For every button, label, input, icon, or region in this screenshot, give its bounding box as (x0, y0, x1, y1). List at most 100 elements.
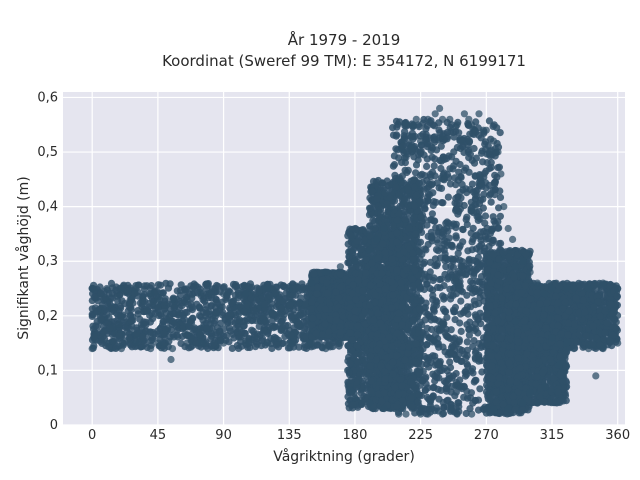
scatter-point (161, 295, 169, 303)
scatter-point (348, 336, 356, 344)
scatter-point (97, 315, 105, 323)
scatter-point (336, 271, 344, 279)
scatter-point (371, 291, 379, 299)
scatter-point (140, 285, 148, 293)
scatter-point (251, 312, 259, 321)
scatter-point (338, 307, 346, 316)
scatter-point (277, 304, 286, 313)
scatter-point (202, 301, 211, 309)
scatter-point (88, 312, 96, 320)
scatter-point (250, 307, 258, 315)
scatter-point (373, 330, 381, 339)
scatter-point (321, 320, 329, 328)
scatter-point (366, 362, 374, 370)
scatter-point (344, 240, 352, 248)
scatter-point (350, 314, 358, 322)
scatter-point (409, 176, 417, 185)
scatter-point (377, 319, 385, 327)
scatter-point (170, 304, 178, 312)
scatter-point (313, 290, 321, 298)
scatter-point (351, 269, 360, 278)
scatter-point (381, 375, 389, 383)
scatter-point (374, 176, 382, 185)
scatter-point (100, 327, 108, 336)
scatter-point (215, 328, 223, 336)
scatter-point (93, 323, 101, 331)
scatter-point (362, 269, 370, 277)
scatter-point (181, 330, 189, 338)
scatter-points (88, 104, 622, 418)
scatter-point (279, 315, 287, 323)
scatter-point (353, 341, 361, 349)
scatter-point (238, 328, 246, 336)
scatter-point (374, 309, 382, 317)
scatter-point (166, 280, 174, 288)
scatter-point (381, 314, 389, 322)
scatter-point (100, 322, 108, 330)
scatter-point (366, 222, 374, 230)
scatter-point (225, 338, 233, 346)
scatter-point (233, 341, 241, 350)
scatter-point (107, 279, 116, 287)
scatter-point (125, 334, 133, 342)
scatter-point (337, 328, 345, 336)
scatter-point (165, 337, 173, 345)
scatter-point (202, 280, 210, 289)
scatter-point (297, 294, 305, 302)
scatter-point (133, 324, 141, 332)
scatter-point (301, 300, 310, 308)
scatter-point (157, 312, 165, 320)
scatter-point (108, 331, 116, 339)
scatter-point (261, 300, 269, 309)
scatter-point (312, 329, 320, 337)
scatter-point (226, 309, 234, 317)
scatter-point (308, 298, 316, 306)
scatter-point (230, 297, 238, 305)
scatter-point (174, 333, 182, 341)
scatter-point (227, 318, 235, 326)
scatter-point (118, 297, 126, 305)
scatter-point (273, 315, 282, 323)
scatter-point (141, 340, 149, 348)
scatter-point (379, 240, 387, 248)
scatter-point (106, 324, 114, 332)
scatter-point (385, 333, 393, 341)
scatter-point (347, 376, 355, 384)
scatter-point (368, 259, 376, 267)
scatter-point (112, 344, 120, 352)
scatter-point (158, 321, 167, 329)
scatter-point (359, 287, 367, 295)
scatter-point (100, 295, 108, 303)
scatter-point (255, 287, 263, 295)
scatter-point (147, 337, 155, 345)
scatter-point (187, 300, 195, 308)
scatter-point (299, 305, 307, 313)
scatter-point (182, 285, 190, 293)
scatter-point (367, 387, 375, 395)
scatter-point (314, 283, 322, 291)
scatter-point (378, 269, 386, 277)
scatter-point (286, 301, 294, 309)
scatter-point (231, 325, 239, 333)
scatter-point (266, 292, 274, 300)
scatter-point (357, 245, 365, 253)
scatter-point (287, 331, 295, 339)
scatter-point (273, 341, 281, 349)
scatter-point (207, 335, 215, 343)
scatter-point (125, 300, 133, 308)
scatter-point (176, 287, 185, 295)
scatter-point (380, 389, 388, 397)
scatter-point (317, 296, 325, 304)
scatter-point (310, 270, 318, 278)
scatter-point (259, 335, 267, 343)
scatter-point (309, 314, 317, 322)
scatter-point (116, 302, 124, 310)
scatter-point (212, 296, 220, 304)
scatter-point (348, 248, 357, 257)
scatter-point (134, 307, 142, 315)
scatter-point (212, 308, 220, 316)
scatter-point (295, 343, 303, 351)
scatter-point (218, 298, 226, 306)
scatter-point (214, 282, 222, 290)
scatter-point (349, 281, 357, 289)
